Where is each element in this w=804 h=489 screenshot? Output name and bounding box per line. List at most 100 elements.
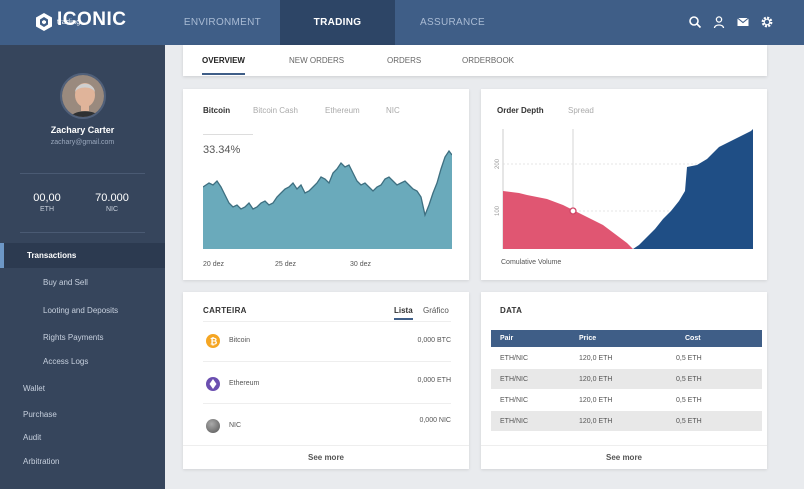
cell-pair: ETH/NIC xyxy=(500,375,528,383)
ethereum-icon xyxy=(206,377,220,391)
tab-ethereum[interactable]: Ethereum xyxy=(325,106,360,115)
y-tick-label: 100 xyxy=(495,205,501,216)
price-chart-card: Bitcoin Bitcoin Cash Ethereum NIC 33.34%… xyxy=(183,89,469,280)
user-email: zachary@gmail.com xyxy=(50,139,115,146)
sidebar-item-transactions[interactable]: Transactions xyxy=(0,243,165,268)
balance-value: 00,00 xyxy=(33,192,61,204)
data-card: DATA Pair Price Cost ETH/NIC 120,0 ETH 0… xyxy=(481,292,767,469)
top-nav: ENVIRONMENT TRADING ASSURANCE xyxy=(165,0,510,45)
see-more-link[interactable]: See more xyxy=(307,453,345,462)
cell-pair: ETH/NIC xyxy=(500,396,528,404)
tab-spread[interactable]: Spread xyxy=(568,106,594,115)
table-row[interactable]: ETH/NIC 120,0 ETH 0,5 ETH xyxy=(491,411,762,431)
user-icon[interactable] xyxy=(712,15,726,29)
cell-cost: 0,5 ETH xyxy=(676,354,702,362)
wallet-row[interactable]: ₿ Bitcoin 0,000 BTC xyxy=(203,322,451,362)
tab-lista[interactable]: Lista xyxy=(394,306,413,320)
coin-name: Ethereum xyxy=(229,380,260,387)
logo-text: ICONIC xyxy=(57,9,127,30)
balance-currency: NIC xyxy=(105,206,119,213)
balance-currency: ETH xyxy=(40,206,54,213)
ask-area xyxy=(633,129,753,249)
price-area-chart xyxy=(203,149,452,249)
percentage-change: 33.34% xyxy=(203,144,241,156)
order-depth-card: Order Depth Spread 200 100 Comulative Vo… xyxy=(481,89,767,280)
cell-cost: 0,5 ETH xyxy=(676,396,702,404)
tab-trading[interactable]: TRADING xyxy=(280,0,395,45)
cell-price: 120,0 ETH xyxy=(579,417,613,425)
see-more-link[interactable]: See more xyxy=(605,453,643,462)
balance-value: 70.000 xyxy=(95,192,129,204)
cell-price: 120,0 ETH xyxy=(579,354,613,362)
price-line xyxy=(203,149,452,218)
table-row[interactable]: ETH/NIC 120,0 ETH 0,5 ETH xyxy=(491,348,762,368)
cell-price: 120,0 ETH xyxy=(579,375,613,383)
depth-marker xyxy=(569,207,577,215)
sidebar: Zachary Carter zachary@gmail.com 00,00 E… xyxy=(0,45,165,489)
bitcoin-icon: ₿ xyxy=(206,334,220,348)
coin-name: NIC xyxy=(229,422,242,429)
avatar[interactable] xyxy=(60,73,106,119)
cell-price: 120,0 ETH xyxy=(579,396,613,404)
tab-overview[interactable]: OVERVIEW xyxy=(202,45,245,75)
sidebar-item-rights-payments[interactable]: Rights Payments xyxy=(43,333,104,342)
tab-nic[interactable]: NIC xyxy=(386,106,400,115)
tab-environment[interactable]: ENVIRONMENT xyxy=(183,17,262,28)
cell-cost: 0,5 ETH xyxy=(676,417,702,425)
logo[interactable]: ICONIC xyxy=(34,10,127,32)
tab-new-orders[interactable]: NEW ORDERS xyxy=(289,56,345,65)
divider xyxy=(203,321,451,322)
coin-amount: 0,000 NIC xyxy=(419,417,451,424)
tab-bitcoin-cash[interactable]: Bitcoin Cash xyxy=(253,106,298,115)
cell-pair: ETH/NIC xyxy=(500,354,528,362)
wallet-row[interactable]: NIC 0,000 NIC xyxy=(203,404,451,444)
tab-orderbook[interactable]: ORDERBOOK xyxy=(462,56,515,65)
tab-assurance[interactable]: ASSURANCE xyxy=(420,17,485,28)
sidebar-item-wallet[interactable]: Wallet xyxy=(23,384,45,393)
wallet-card: CARTEIRA Lista Gráfico ₿ Bitcoin 0,000 B… xyxy=(183,292,469,469)
balance-nic: 70.000 NIC xyxy=(82,192,142,213)
header-icons xyxy=(688,15,774,29)
settings-icon[interactable] xyxy=(760,15,774,29)
sidebar-item-purchase[interactable]: Purchase xyxy=(23,410,57,419)
divider xyxy=(20,232,145,233)
sidebar-item-looting-and-deposits[interactable]: Looting and Deposits xyxy=(43,306,119,315)
card-title: CARTEIRA xyxy=(203,306,247,315)
column-header: Price xyxy=(579,335,597,342)
sidebar-item-access-logs[interactable]: Access Logs xyxy=(43,357,89,366)
divider xyxy=(481,445,767,446)
table-row[interactable]: ETH/NIC 120,0 ETH 0,5 ETH xyxy=(491,390,762,410)
sidebar-item-audit[interactable]: Audit xyxy=(23,433,42,442)
depth-chart: 200 100 xyxy=(495,129,755,249)
top-bar: ICONIC trading ENVIRONMENT TRADING ASSUR… xyxy=(0,0,804,45)
sidebar-item-arbitration[interactable]: Arbitration xyxy=(23,457,60,466)
divider xyxy=(183,445,469,446)
tab-orders[interactable]: ORDERS xyxy=(387,56,422,65)
x-tick-label: 30 dez xyxy=(350,261,372,268)
coin-name: Bitcoin xyxy=(229,337,251,344)
y-tick-label: 200 xyxy=(495,158,501,169)
logo-subtitle: trading xyxy=(57,19,81,26)
tab-grafico[interactable]: Gráfico xyxy=(423,306,449,315)
tab-bitcoin[interactable]: Bitcoin xyxy=(203,106,231,115)
tab-order-depth[interactable]: Order Depth xyxy=(497,106,544,115)
x-axis-label: Comulative Volume xyxy=(501,259,562,266)
sidebar-item-buy-and-sell[interactable]: Buy and Sell xyxy=(43,278,88,287)
table-header: Pair Price Cost xyxy=(491,330,762,347)
user-name: Zachary Carter xyxy=(50,125,115,135)
balance-eth: 00,00 ETH xyxy=(17,192,77,213)
search-icon[interactable] xyxy=(688,15,702,29)
svg-text:₿: ₿ xyxy=(210,337,217,347)
wallet-row[interactable]: Ethereum 0,000 ETH xyxy=(203,362,451,404)
logo-cube-icon xyxy=(36,13,52,31)
divider xyxy=(20,173,145,174)
mail-icon[interactable] xyxy=(736,15,750,29)
coin-amount: 0,000 ETH xyxy=(417,377,451,384)
table-row[interactable]: ETH/NIC 120,0 ETH 0,5 ETH xyxy=(491,369,762,389)
price-area xyxy=(203,151,452,249)
cell-cost: 0,5 ETH xyxy=(676,375,702,383)
card-title: DATA xyxy=(500,306,523,315)
x-tick-label: 20 dez xyxy=(203,261,225,268)
cell-pair: ETH/NIC xyxy=(500,417,528,425)
divider xyxy=(203,134,253,135)
